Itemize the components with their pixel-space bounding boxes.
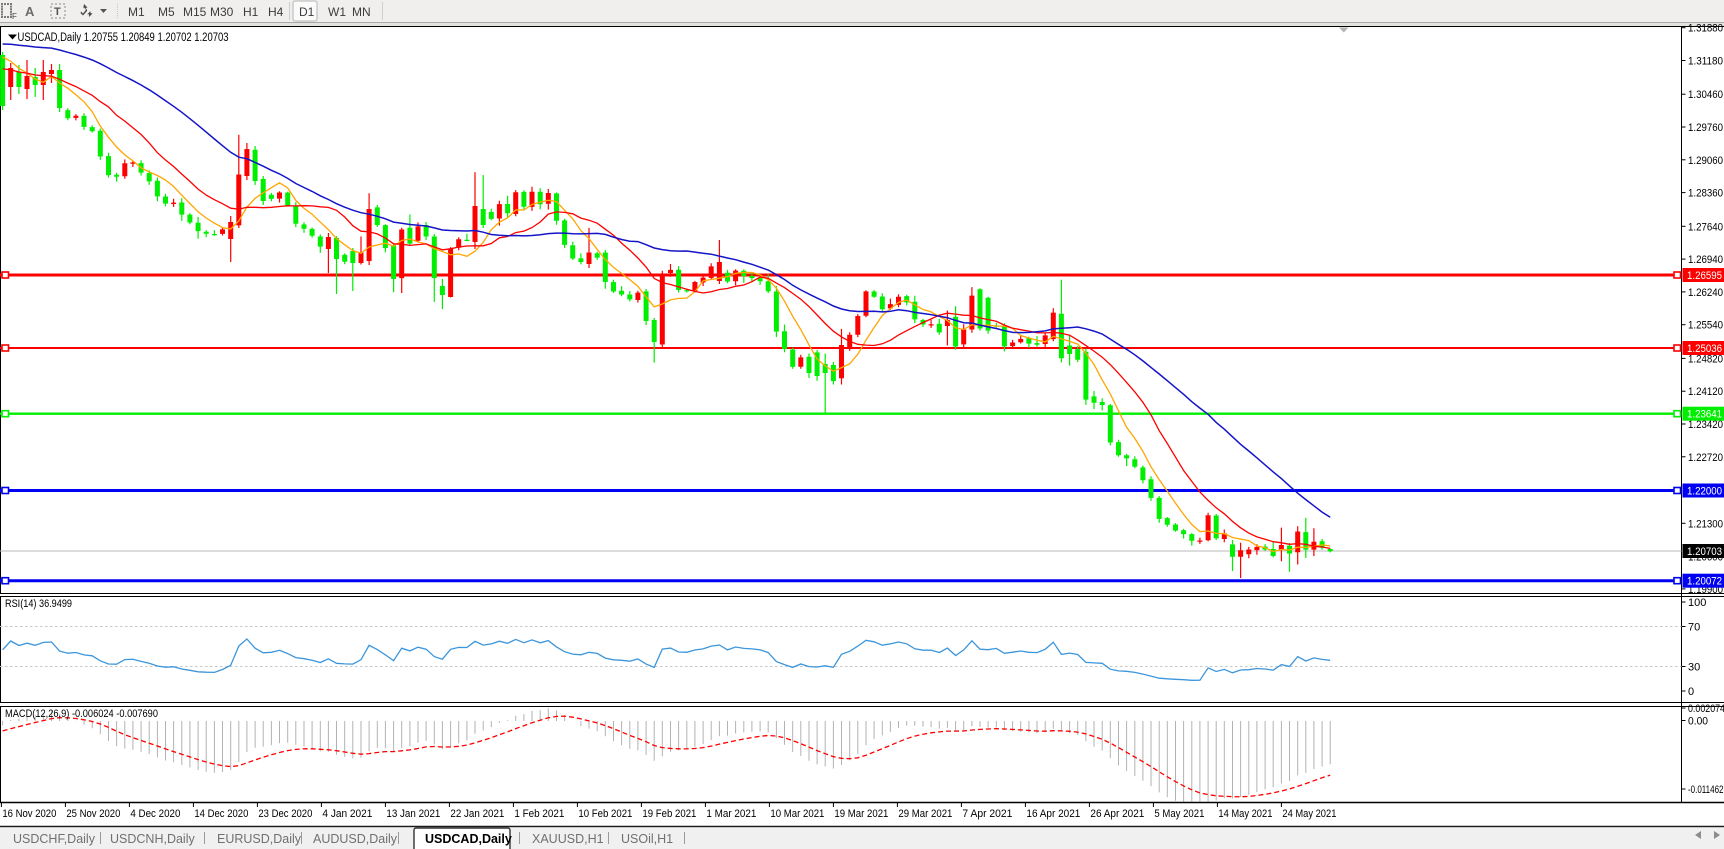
svg-text:70: 70 xyxy=(1688,622,1700,634)
svg-text:22 Jan 2021: 22 Jan 2021 xyxy=(450,808,504,820)
svg-text:5 May 2021: 5 May 2021 xyxy=(1154,808,1204,820)
svg-text:A: A xyxy=(25,4,35,19)
svg-text:AUDUSD,Daily: AUDUSD,Daily xyxy=(313,832,398,846)
svg-text:-0.011462: -0.011462 xyxy=(1688,784,1724,796)
svg-text:4 Jan 2021: 4 Jan 2021 xyxy=(322,808,372,820)
svg-text:100: 100 xyxy=(1688,597,1706,609)
svg-text:1.24820: 1.24820 xyxy=(1688,353,1723,365)
svg-text:13 Jan 2021: 13 Jan 2021 xyxy=(386,808,440,820)
svg-text:XAUUSD,H1: XAUUSD,H1 xyxy=(532,832,604,846)
svg-text:26 Apr 2021: 26 Apr 2021 xyxy=(1090,808,1144,820)
svg-text:10 Feb 2021: 10 Feb 2021 xyxy=(578,808,632,820)
svg-text:1.22000: 1.22000 xyxy=(1687,486,1722,498)
svg-text:1.29760: 1.29760 xyxy=(1688,122,1723,134)
svg-text:16 Nov 2020: 16 Nov 2020 xyxy=(2,808,56,820)
svg-text:0.002074: 0.002074 xyxy=(1688,703,1724,715)
svg-text:0: 0 xyxy=(1688,686,1694,698)
svg-text:T: T xyxy=(54,6,61,18)
svg-text:USDCAD,Daily 1.20755 1.20849: USDCAD,Daily 1.20755 1.20849 1.20702 1.2… xyxy=(18,32,229,44)
svg-text:0.00: 0.00 xyxy=(1688,716,1708,728)
svg-text:USOil,H1: USOil,H1 xyxy=(621,832,673,846)
svg-text:30: 30 xyxy=(1688,662,1700,674)
svg-text:1.26595: 1.26595 xyxy=(1687,270,1722,282)
svg-text:14 May 2021: 14 May 2021 xyxy=(1218,808,1272,820)
svg-text:MACD(12,26,9) -0.006024 -0.007: MACD(12,26,9) -0.006024 -0.007690 xyxy=(5,708,158,720)
svg-text:1.21300: 1.21300 xyxy=(1688,518,1723,530)
svg-text:1.31180: 1.31180 xyxy=(1688,56,1723,68)
svg-text:1.26940: 1.26940 xyxy=(1688,254,1723,266)
svg-text:M15: M15 xyxy=(183,5,207,19)
svg-text:1.20703: 1.20703 xyxy=(1687,546,1722,558)
svg-text:RSI(14) 36.9499: RSI(14) 36.9499 xyxy=(5,598,72,610)
svg-text:H4: H4 xyxy=(268,5,284,19)
svg-text:M30: M30 xyxy=(210,5,234,19)
svg-text:1.23641: 1.23641 xyxy=(1687,409,1722,421)
svg-text:M5: M5 xyxy=(158,5,175,19)
svg-text:F: F xyxy=(12,12,17,21)
svg-text:4 Dec 2020: 4 Dec 2020 xyxy=(130,808,180,820)
svg-text:7 Apr 2021: 7 Apr 2021 xyxy=(962,808,1012,820)
svg-text:1.29060: 1.29060 xyxy=(1688,155,1723,167)
svg-text:24 May 2021: 24 May 2021 xyxy=(1282,808,1336,820)
svg-text:19 Mar 2021: 19 Mar 2021 xyxy=(834,808,888,820)
svg-text:29 Mar 2021: 29 Mar 2021 xyxy=(898,808,952,820)
svg-text:1.28360: 1.28360 xyxy=(1688,188,1723,200)
svg-text:23 Dec 2020: 23 Dec 2020 xyxy=(258,808,312,820)
svg-text:1.20072: 1.20072 xyxy=(1687,576,1722,588)
svg-text:USDCHF,Daily: USDCHF,Daily xyxy=(13,832,96,846)
svg-text:10 Mar 2021: 10 Mar 2021 xyxy=(770,808,824,820)
svg-text:1.23420: 1.23420 xyxy=(1688,419,1723,431)
svg-text:1.26240: 1.26240 xyxy=(1688,287,1723,299)
svg-text:1.24120: 1.24120 xyxy=(1688,386,1723,398)
svg-text:1 Feb 2021: 1 Feb 2021 xyxy=(514,808,564,820)
svg-text:MN: MN xyxy=(352,5,371,19)
svg-text:USDCNH,Daily: USDCNH,Daily xyxy=(110,832,195,846)
svg-text:USDCAD,Daily: USDCAD,Daily xyxy=(425,832,512,846)
svg-text:19 Feb 2021: 19 Feb 2021 xyxy=(642,808,696,820)
svg-text:14 Dec 2020: 14 Dec 2020 xyxy=(194,808,248,820)
svg-text:1.22720: 1.22720 xyxy=(1688,452,1723,464)
svg-text:1.25036: 1.25036 xyxy=(1687,343,1722,355)
svg-text:1.30460: 1.30460 xyxy=(1688,89,1723,101)
svg-text:1.25540: 1.25540 xyxy=(1688,320,1723,332)
svg-text:25 Nov 2020: 25 Nov 2020 xyxy=(66,808,120,820)
svg-text:1 Mar 2021: 1 Mar 2021 xyxy=(706,808,756,820)
svg-text:M1: M1 xyxy=(128,5,145,19)
svg-text:16 Apr 2021: 16 Apr 2021 xyxy=(1026,808,1080,820)
svg-text:EURUSD,Daily: EURUSD,Daily xyxy=(217,832,302,846)
svg-text:W1: W1 xyxy=(328,5,346,19)
svg-text:H1: H1 xyxy=(243,5,259,19)
svg-text:1.31880: 1.31880 xyxy=(1688,23,1723,35)
svg-text:D1: D1 xyxy=(299,5,315,19)
svg-text:1.27640: 1.27640 xyxy=(1688,221,1723,233)
